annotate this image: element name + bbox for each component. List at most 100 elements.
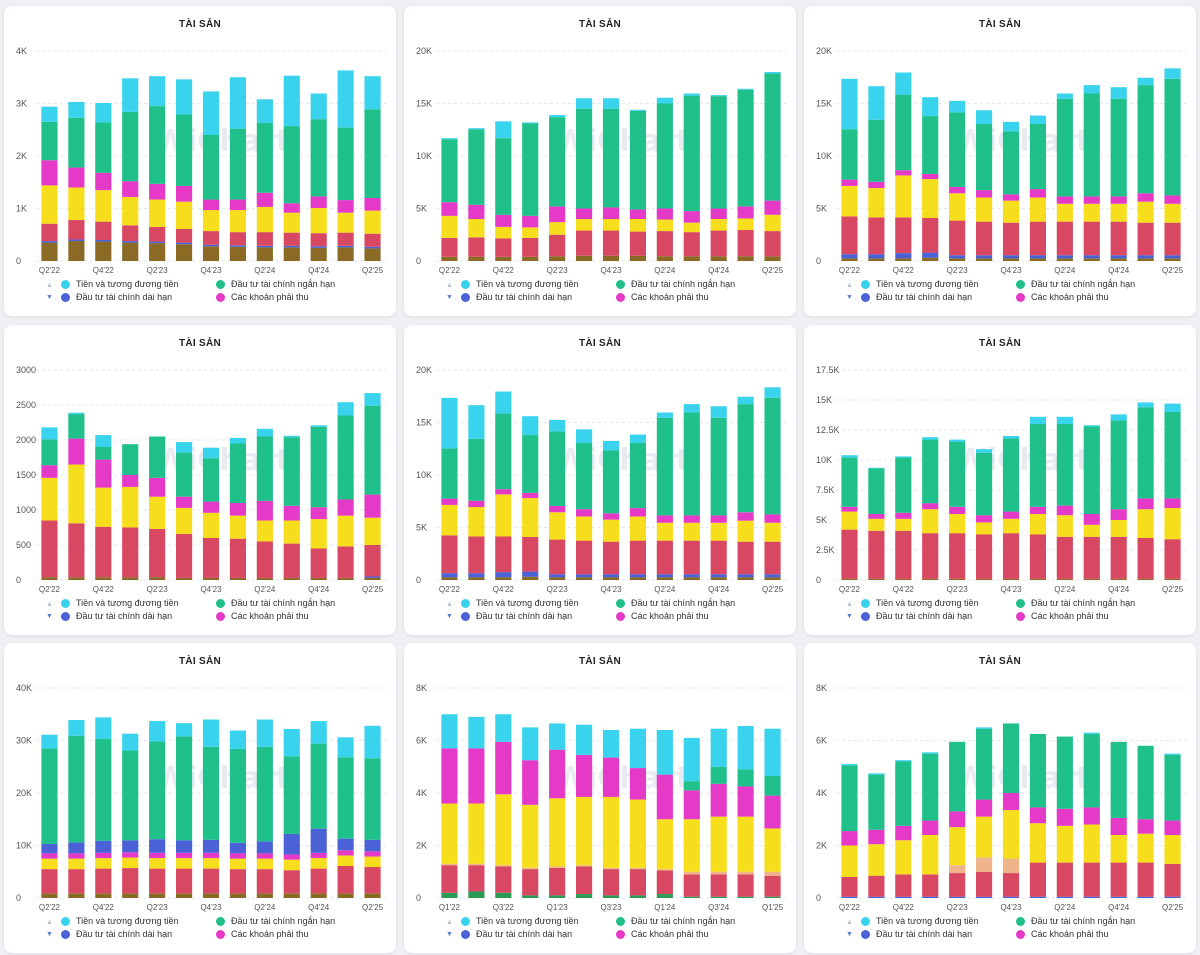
bar-segment-long_inv[interactable] <box>176 242 193 245</box>
bar-segment-cash[interactable] <box>895 72 912 95</box>
bar-segment-other[interactable] <box>922 874 939 897</box>
bar-segment-fixed[interactable] <box>602 577 620 580</box>
bar-segment-short_inv[interactable] <box>1137 85 1154 194</box>
bar-segment-receivables[interactable] <box>176 496 193 508</box>
bar-segment-other[interactable] <box>522 237 539 257</box>
bar-segment-fixed[interactable] <box>41 242 58 261</box>
legend-item-cash[interactable]: Tiền và tương đương tiền <box>61 279 179 289</box>
bar-segment-long_inv[interactable] <box>256 841 273 854</box>
bar-segment-short_inv[interactable] <box>1029 733 1046 808</box>
bar-segment-inventory[interactable] <box>202 858 220 869</box>
bar-segment-cash[interactable] <box>549 419 566 432</box>
bar-segment-short_inv[interactable] <box>337 757 354 839</box>
bar-segment-fixed[interactable] <box>576 255 593 261</box>
bar-segment-fixed[interactable] <box>441 577 458 580</box>
bar-segment-fixed[interactable] <box>95 577 112 580</box>
bar-segment-short_inv[interactable] <box>1029 123 1046 190</box>
bar-segment-inventory[interactable] <box>895 840 912 875</box>
bar-segment-long_inv[interactable] <box>41 241 58 243</box>
bar-segment-other[interactable] <box>764 875 781 897</box>
legend-item-receivables[interactable]: Các khoản phải thu <box>216 611 309 621</box>
bar-segment-misc[interactable] <box>468 891 485 898</box>
bar-segment-cash[interactable] <box>522 416 539 436</box>
bar-segment-other[interactable] <box>549 234 566 257</box>
bar-segment-receivables[interactable] <box>1029 189 1046 198</box>
bar-segment-fixed[interactable] <box>868 258 885 261</box>
bar-segment-other[interactable] <box>1110 536 1127 579</box>
bar-segment-short_inv[interactable] <box>602 108 620 208</box>
bar-segment-receivables[interactable] <box>41 853 58 859</box>
bar-segment-short_inv[interactable] <box>256 746 273 842</box>
bar-segment-inventory[interactable] <box>710 219 727 231</box>
bar-segment-other[interactable] <box>468 237 485 257</box>
bar-segment-other[interactable] <box>310 233 327 247</box>
legend-item-receivables[interactable]: Các khoản phải thu <box>616 292 709 302</box>
bar-segment-fixed[interactable] <box>310 893 327 898</box>
bar-segment-inventory[interactable] <box>976 816 993 858</box>
bar-segment-receivables[interactable] <box>122 852 139 858</box>
bar-segment-inventory[interactable] <box>95 858 112 869</box>
bar-segment-inventory[interactable] <box>949 193 966 221</box>
bar-segment-other[interactable] <box>602 541 620 575</box>
bar-segment-receivables[interactable] <box>202 852 220 859</box>
bar-segment-misc[interactable] <box>710 896 727 898</box>
bar-segment-inventory[interactable] <box>41 477 58 521</box>
bar-segment-cash[interactable] <box>868 86 885 120</box>
bar-segment-inventory[interactable] <box>310 207 327 234</box>
bar-segment-cash[interactable] <box>602 730 620 758</box>
bar-segment-inventory[interactable] <box>1002 518 1020 534</box>
bar-segment-long_inv[interactable] <box>364 839 381 852</box>
bar-segment-receivables[interactable] <box>310 852 327 859</box>
bar-segment-inventory[interactable] <box>656 219 673 232</box>
bar-segment-fixed[interactable] <box>283 893 300 898</box>
bar-segment-cash[interactable] <box>149 76 166 107</box>
bar-segment-fixed[interactable] <box>149 577 166 580</box>
bar-segment-short_inv[interactable] <box>1029 424 1046 507</box>
bar-segment-misc[interactable] <box>602 895 620 898</box>
bar-segment-long_inv[interactable] <box>229 842 246 854</box>
bar-segment-other[interactable] <box>229 232 246 246</box>
bar-segment-receivables[interactable] <box>68 853 85 859</box>
bar-segment-inventory[interactable] <box>468 803 485 864</box>
bar-segment-cash[interactable] <box>229 730 246 749</box>
bar-segment-inventory[interactable] <box>895 175 912 218</box>
bar-segment-inventory[interactable] <box>1137 833 1154 863</box>
bar-segment-fixed[interactable] <box>522 576 539 580</box>
bar-segment-other[interactable] <box>202 538 220 578</box>
bar-segment-receivables[interactable] <box>256 853 273 859</box>
bar-segment-receivables[interactable] <box>68 167 85 188</box>
bar-segment-fixed[interactable] <box>122 242 139 261</box>
bar-segment-receivables[interactable] <box>976 799 993 817</box>
bar-segment-long_inv[interactable] <box>364 576 381 578</box>
bar-segment-long_inv[interactable] <box>1083 255 1100 259</box>
bar-segment-inventory[interactable] <box>949 827 966 866</box>
bar-segment-other[interactable] <box>122 868 139 894</box>
bar-segment-receivables[interactable] <box>176 185 193 202</box>
bar-segment-inventory[interactable] <box>1164 203 1181 223</box>
bar-segment-receivables[interactable] <box>841 506 858 512</box>
bar-segment-long_inv[interactable] <box>1002 896 1020 898</box>
legend-item-long_inv[interactable]: Đầu tư tài chính dài hạn <box>461 292 572 302</box>
bar-segment-other[interactable] <box>441 237 458 257</box>
bar-segment-other[interactable] <box>441 535 458 574</box>
bar-segment-other[interactable] <box>629 540 646 575</box>
bar-segment-receivables[interactable] <box>1110 196 1127 204</box>
bar-segment-other[interactable] <box>576 866 593 895</box>
bar-segment-fixed[interactable] <box>229 893 246 898</box>
bar-segment-inventory[interactable] <box>122 486 139 528</box>
bar-segment-short_inv[interactable] <box>737 89 754 207</box>
bar-segment-inventory[interactable] <box>841 511 858 530</box>
bar-segment-long_inv[interactable] <box>976 896 993 898</box>
bar-segment-short_inv[interactable] <box>95 122 112 173</box>
bar-segment-cash[interactable] <box>1029 416 1046 424</box>
bar-segment-other[interactable] <box>576 540 593 575</box>
legend-item-receivables[interactable]: Các khoản phải thu <box>216 929 309 939</box>
bar-segment-long_inv[interactable] <box>949 896 966 898</box>
bar-segment-other[interactable] <box>176 228 193 243</box>
bar-segment-short_inv[interactable] <box>202 135 220 200</box>
bar-segment-short_inv[interactable] <box>764 397 781 515</box>
bar-segment-receivables[interactable] <box>1137 193 1154 202</box>
bar-segment-long_inv[interactable] <box>202 244 220 247</box>
bar-segment-cash[interactable] <box>868 467 885 469</box>
bar-segment-prepaid[interactable] <box>468 863 485 866</box>
